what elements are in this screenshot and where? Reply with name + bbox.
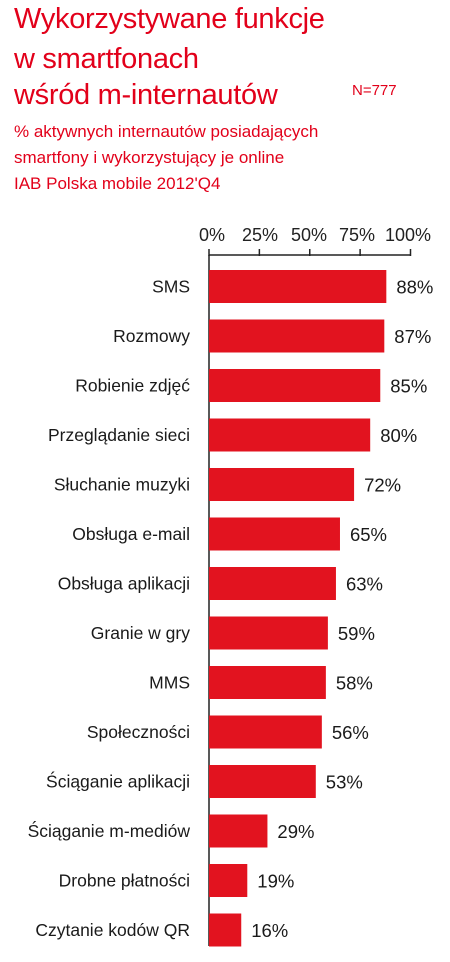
bar [209,765,316,798]
bar [209,468,355,501]
category-label: Drobne płatności [59,871,190,891]
category-label: Rozmowy [113,326,190,346]
x-tick-label: 50% [291,225,327,245]
subtitle-line-1: % aktywnych internautów posiadających [14,122,319,141]
value-label: 19% [257,871,294,892]
sample-size-note: N=777 [352,82,397,99]
value-label: 72% [364,475,401,496]
category-label: Przeglądanie sieci [48,425,190,445]
category-label: Robienie zdjęć [75,376,190,396]
bar [209,270,387,303]
category-label: MMS [149,673,190,693]
value-label: 16% [251,920,288,941]
bar [209,666,326,699]
value-label: 85% [390,376,427,397]
value-label: 63% [346,574,383,595]
title-line-3: wśród m-internautów [14,79,278,111]
value-label: 53% [326,772,363,793]
bar [209,864,248,897]
x-tick-label: 75% [339,225,375,245]
category-label: Czytanie kodów QR [35,920,190,940]
bar [209,715,322,749]
bar [209,913,242,947]
bar [209,567,336,600]
category-label: Obsługa e-mail [72,524,190,544]
title-line-2: w smartfonach [14,43,199,75]
title-line-1: Wykorzystywane funkcje [14,3,325,35]
subtitle-line-3: IAB Polska mobile 2012'Q4 [14,174,221,193]
value-label: 29% [277,821,314,842]
category-label: Słuchanie muzyki [54,475,190,495]
x-tick-label: 25% [242,225,278,245]
category-label: Ściąganie m-mediów [28,820,191,841]
bar [209,517,340,551]
bar [209,616,328,650]
category-label: Obsługa aplikacji [58,574,190,594]
x-tick-label: 100% [385,225,431,245]
value-label: 87% [394,326,431,347]
subtitle-line-2: smartfony i wykorzystujący je online [14,148,285,167]
bar [209,369,381,402]
bar [209,814,268,848]
value-label: 58% [336,673,373,694]
category-label: SMS [152,277,190,297]
value-label: 59% [338,623,375,644]
value-label: 88% [396,277,433,298]
category-label: Ściąganie aplikacji [46,771,190,792]
bar [209,418,371,452]
value-label: 56% [332,722,369,743]
x-tick-label: 0% [199,225,225,245]
value-label: 65% [350,524,387,545]
category-label: Granie w gry [91,623,190,643]
value-label: 80% [380,425,417,446]
category-label: Społeczności [87,722,190,742]
bar [209,319,385,353]
